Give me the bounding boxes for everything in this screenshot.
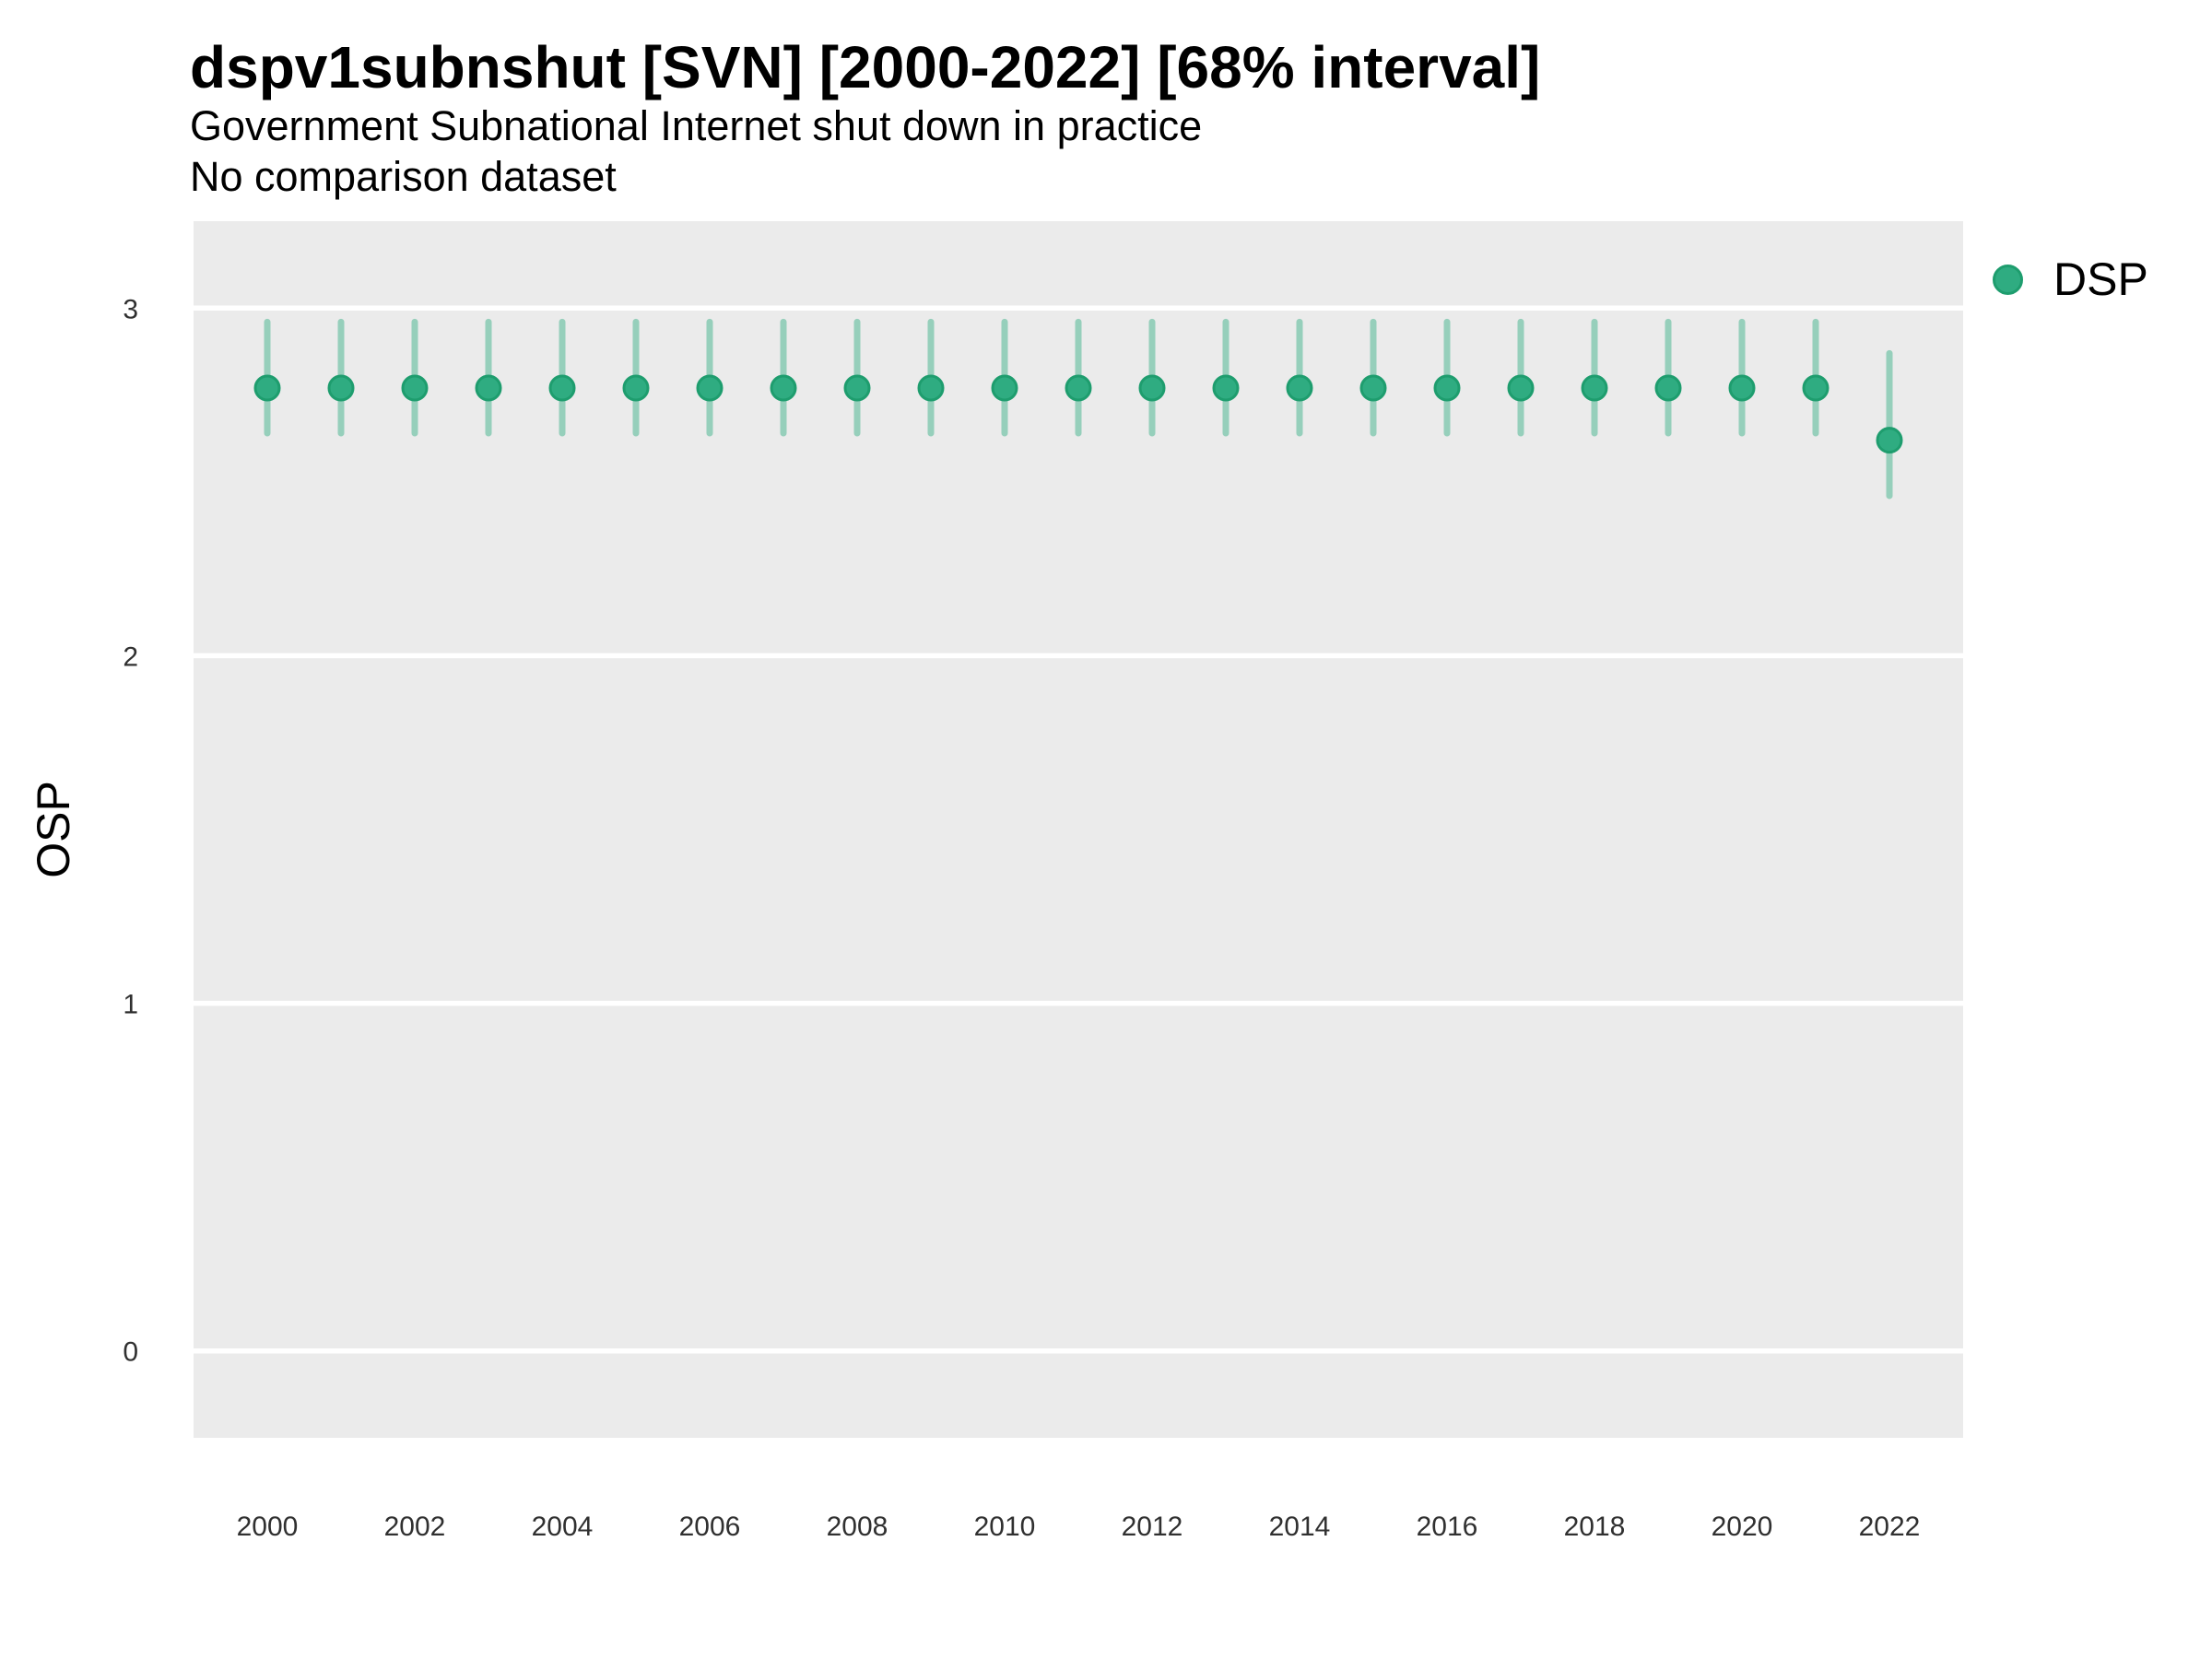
point-estimate-2017 <box>1507 374 1535 402</box>
x-tick-label-2006: 2006 <box>679 1512 741 1542</box>
legend-series-label: DSP <box>2053 253 2148 305</box>
point-estimate-2007 <box>770 374 797 402</box>
point-estimate-2006 <box>696 374 724 402</box>
y-tick-label-3: 3 <box>123 294 138 324</box>
x-tick-label-2014: 2014 <box>1269 1512 1331 1542</box>
x-tick-label-2018: 2018 <box>1564 1512 1626 1542</box>
y-tick-label-0: 0 <box>123 1337 138 1368</box>
point-estimate-2012 <box>1138 374 1166 402</box>
legend-point-icon <box>1993 264 2023 295</box>
legend: DSP <box>1993 253 2148 306</box>
point-estimate-2018 <box>1581 374 1608 402</box>
point-estimate-2002 <box>401 374 429 402</box>
x-tick-label-2002: 2002 <box>384 1512 446 1542</box>
y-tick-label-2: 2 <box>123 641 138 672</box>
y-axis-title: OSP <box>28 781 79 878</box>
point-estimate-2022 <box>1876 427 1903 454</box>
x-tick-label-2020: 2020 <box>1712 1512 1773 1542</box>
x-tick-label-2008: 2008 <box>827 1512 888 1542</box>
x-tick-label-2004: 2004 <box>532 1512 594 1542</box>
point-estimate-2003 <box>475 374 502 402</box>
point-estimate-2005 <box>622 374 650 402</box>
point-estimate-2008 <box>843 374 871 402</box>
point-estimate-2010 <box>991 374 1018 402</box>
point-estimate-2004 <box>548 374 576 402</box>
chart-note: No comparison dataset <box>190 153 617 200</box>
point-estimate-2015 <box>1359 374 1387 402</box>
x-tick-label-2022: 2022 <box>1859 1512 1921 1542</box>
point-estimate-2016 <box>1433 374 1461 402</box>
point-estimate-2009 <box>917 374 945 402</box>
x-tick-label-2012: 2012 <box>1122 1512 1183 1542</box>
point-estimate-2013 <box>1212 374 1240 402</box>
x-tick-label-2016: 2016 <box>1417 1512 1478 1542</box>
chart-title: dspv1subnshut [SVN] [2000-2022] [68% int… <box>190 34 1541 100</box>
panel-background <box>194 221 1963 1438</box>
point-estimate-2011 <box>1065 374 1092 402</box>
point-estimate-2020 <box>1728 374 1756 402</box>
point-estimate-2014 <box>1286 374 1313 402</box>
y-tick-label-1: 1 <box>123 990 138 1020</box>
point-estimate-2021 <box>1802 374 1830 402</box>
point-estimate-2019 <box>1654 374 1682 402</box>
point-estimate-2001 <box>327 374 355 402</box>
point-estimate-2000 <box>253 374 281 402</box>
x-tick-label-2000: 2000 <box>237 1512 299 1542</box>
chart-subtitle: Government Subnational Internet shut dow… <box>190 102 1203 149</box>
x-tick-label-2010: 2010 <box>974 1512 1036 1542</box>
